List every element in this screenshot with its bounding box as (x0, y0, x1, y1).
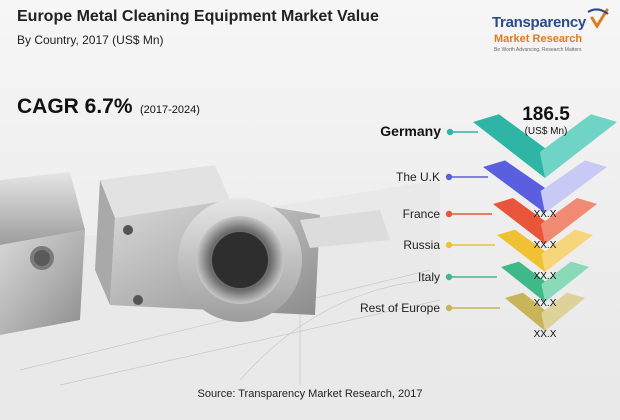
logo-check-swoosh-icon (587, 8, 609, 29)
leader-dot (445, 241, 453, 249)
leader-dot (445, 173, 453, 181)
chevron-right-rest-of-europe (541, 292, 585, 331)
chevron-right-the-u-k (540, 160, 607, 213)
category-label: Italy (418, 270, 440, 284)
cagr-block: CAGR 6.7% (2017-2024) (17, 95, 200, 119)
chevron-right-france (541, 198, 597, 244)
logo-tagline: Be Worth Advancing. Research Matters (494, 47, 582, 53)
chevron-left-rest-of-europe (505, 292, 549, 331)
source-note: Source: Transparency Market Research, 20… (197, 388, 423, 400)
category-label: France (403, 207, 441, 221)
logo-text-primary: Transparency (492, 14, 586, 31)
chevron-right-russia (541, 229, 593, 272)
metal-part-photo (0, 165, 440, 390)
category-label: Rest of Europe (360, 301, 440, 315)
chevron-left-france (493, 198, 549, 244)
value-label: XX.X (534, 298, 557, 309)
value-label: XX.X (534, 271, 557, 282)
chevron-left-germany (473, 114, 551, 178)
cagr-label: CAGR 6.7% (17, 95, 133, 118)
chevron-left-the-u-k (483, 160, 550, 213)
leader-dot (446, 128, 454, 136)
chevron-left-italy (501, 261, 549, 302)
category-label: Russia (403, 238, 440, 252)
chevron-right-germany (539, 114, 617, 178)
chevron-left-russia (497, 229, 549, 272)
value-label: XX.X (534, 209, 557, 220)
value-label: XX.X (534, 329, 557, 340)
value-label: XX.X (534, 240, 557, 251)
logo-text-secondary: Market Research (494, 33, 583, 45)
cagr-period: (2017-2024) (139, 104, 200, 116)
chart-title: Europe Metal Cleaning Equipment Market V… (17, 8, 379, 25)
leader-dot (445, 304, 453, 312)
leader-dot (445, 210, 453, 218)
leader-dot (445, 273, 453, 281)
category-label: Germany (380, 123, 441, 139)
category-label: The U.K (396, 170, 440, 184)
highlight-unit: (US$ Mn) (525, 126, 568, 137)
chevron-right-italy (541, 261, 589, 302)
highlight-value: 186.5 (522, 104, 570, 125)
chart-subtitle: By Country, 2017 (US$ Mn) (17, 33, 164, 47)
